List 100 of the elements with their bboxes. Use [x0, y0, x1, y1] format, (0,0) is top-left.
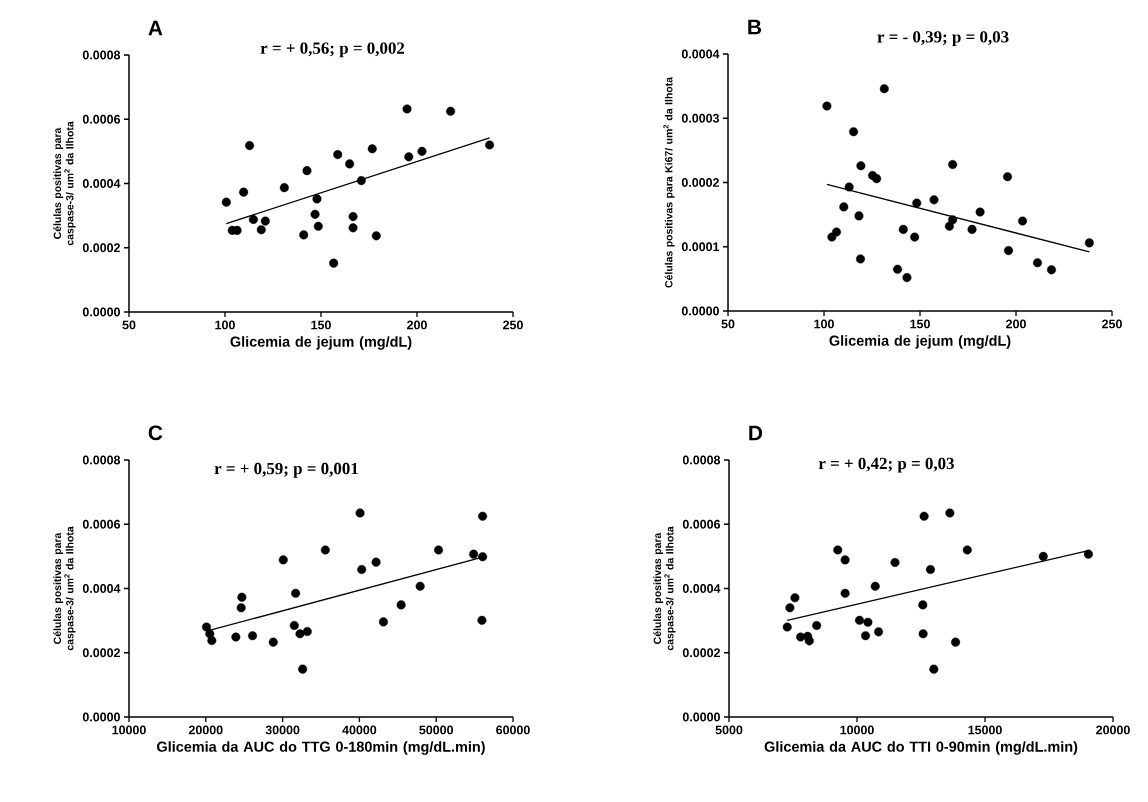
point: [948, 160, 958, 169]
point: [856, 161, 866, 171]
annotation: r = + 0,42; p = 0,03: [818, 457, 954, 473]
y-tick-label: 0.0002: [682, 648, 720, 658]
point: [1004, 246, 1014, 256]
text: r = - 0,39; p = 0,03: [877, 31, 1009, 47]
x-axis-title: Glicemia de jejum (mg/dL): [829, 335, 1011, 349]
point: [1083, 549, 1093, 559]
y-tick-label: 0.0004: [682, 584, 721, 593]
point: [918, 629, 928, 639]
point: [872, 174, 882, 184]
point: [469, 549, 479, 559]
point: [355, 508, 365, 518]
y-tick-label: 0.0006: [82, 114, 121, 124]
point: [840, 588, 850, 598]
x-axis-title: Glicemia da AUC do TTG 0-180min (mg/dL.min): [157, 741, 485, 755]
y-tick-label: 0.0000: [681, 306, 719, 316]
point: [345, 159, 355, 169]
point: [312, 194, 322, 204]
chart-title: A: [148, 20, 163, 36]
point: [874, 627, 884, 637]
x-tick-label: 250: [1102, 319, 1122, 329]
x-axis-title: Glicemia de jejum (mg/dL): [230, 336, 412, 350]
x-axis-title: Glicemia da AUC do TTI 0-90min (mg/dL.min): [764, 741, 1078, 755]
y-tick-label: 0.0006: [682, 519, 721, 529]
point: [356, 176, 366, 186]
point: [302, 166, 312, 176]
point: [201, 622, 211, 632]
point: [417, 146, 427, 156]
point: [822, 101, 832, 111]
y-tick-label: 0.0002: [82, 648, 120, 658]
x-tick-label: 200: [407, 320, 427, 330]
point: [313, 221, 323, 231]
point: [919, 511, 929, 521]
point: [870, 581, 880, 591]
x-tick-label: 15000: [968, 725, 1002, 735]
point: [861, 631, 871, 641]
point: [478, 511, 488, 521]
x-tick-label: 50: [122, 320, 136, 330]
point: [396, 600, 406, 610]
point: [260, 216, 270, 226]
point: [291, 588, 301, 598]
point: [245, 141, 255, 151]
x-tick-label: 60000: [496, 725, 530, 735]
x-tick-label: 200: [1006, 319, 1026, 329]
point: [302, 627, 312, 637]
point: [415, 581, 425, 591]
point: [902, 273, 912, 283]
x-tick-label: 150: [311, 320, 331, 330]
point: [371, 231, 381, 241]
point: [402, 104, 412, 114]
point: [298, 664, 308, 674]
x-tick-label: 250: [503, 320, 523, 330]
point: [879, 84, 889, 94]
point: [910, 232, 920, 242]
x-tick-label: 100: [215, 320, 235, 330]
point: [221, 197, 231, 207]
point: [893, 264, 903, 274]
x-tick-label: 10000: [112, 725, 146, 735]
chart-title: B: [748, 19, 762, 35]
point: [840, 555, 850, 565]
y-axis-title: Células positivas para Ki67/ um$^{2}$ da Ilhota: [663, 76, 675, 288]
point: [1084, 238, 1094, 248]
point: [278, 555, 288, 565]
point: [898, 224, 908, 234]
chart-title: D: [749, 425, 763, 441]
point: [1047, 265, 1057, 275]
point: [839, 202, 849, 212]
point: [1033, 258, 1043, 268]
x-tick-label: 20000: [1096, 725, 1130, 735]
point: [790, 593, 800, 603]
point: [890, 557, 900, 567]
point: [329, 258, 339, 268]
annotation: r = + 0,56; p = 0,002: [260, 42, 405, 58]
x-tick-label: 150: [910, 319, 930, 329]
point: [310, 209, 320, 219]
x-tick-label: 10000: [840, 725, 874, 735]
annotation: r = + 0,59; p = 0,001: [214, 462, 358, 478]
point: [357, 565, 367, 575]
point: [236, 603, 246, 613]
point: [239, 187, 249, 197]
chart-title: C: [148, 425, 163, 441]
point: [268, 637, 278, 647]
point: [1038, 551, 1048, 561]
point: [320, 545, 330, 555]
point: [945, 508, 955, 518]
y-tick-label: 0.0006: [82, 519, 121, 529]
y-tick-label: 0.0000: [82, 307, 120, 317]
point: [948, 215, 958, 225]
point: [831, 227, 841, 237]
point: [962, 545, 972, 555]
point: [918, 600, 928, 610]
x-tick-label: 50000: [419, 725, 454, 735]
point: [929, 195, 939, 205]
y-tick-label: 0.0004: [681, 49, 720, 59]
x-tick-label: 50: [721, 319, 735, 329]
y-tick-label: 0.0000: [682, 712, 720, 722]
point: [785, 603, 795, 613]
point: [849, 127, 859, 137]
point: [485, 140, 495, 150]
